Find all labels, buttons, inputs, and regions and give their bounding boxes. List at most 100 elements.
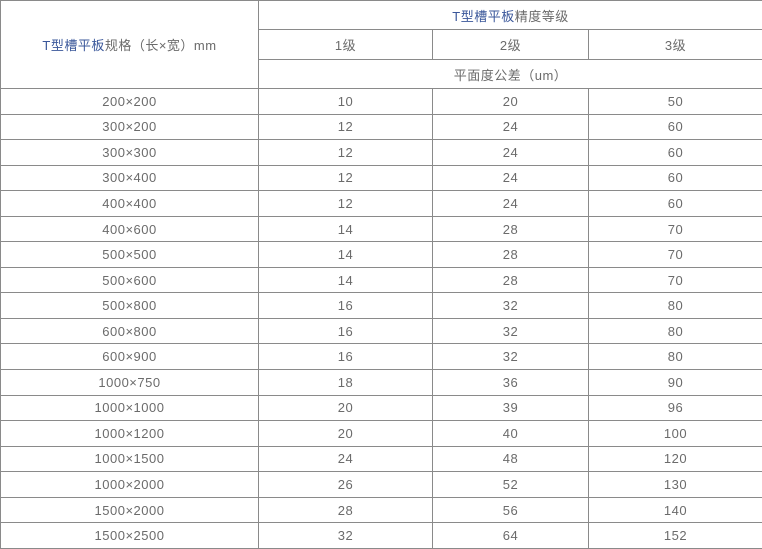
tolerance-value-cell: 28 bbox=[432, 241, 589, 268]
spec-cell: 600×800 bbox=[0, 317, 259, 345]
spec-cell: 1000×750 bbox=[0, 369, 259, 396]
spec-cell: 500×800 bbox=[0, 292, 259, 319]
spec-cell: 400×600 bbox=[0, 215, 259, 243]
tolerance-value-cell: 60 bbox=[588, 164, 762, 192]
tolerance-value-cell: 14 bbox=[258, 241, 433, 268]
tolerance-value-cell: 130 bbox=[588, 471, 762, 498]
table-row: 500×800 16 32 80 bbox=[0, 292, 762, 319]
table-row: 500×600 14 28 70 bbox=[0, 266, 762, 294]
tolerance-value-cell: 20 bbox=[258, 420, 433, 447]
tolerance-value-cell: 18 bbox=[258, 369, 433, 396]
grade-1-header: 1级 bbox=[258, 29, 433, 60]
table-row: 1000×1000 20 39 96 bbox=[0, 394, 762, 422]
tolerance-value-cell: 70 bbox=[588, 241, 762, 268]
tolerance-value-cell: 80 bbox=[588, 317, 762, 345]
tolerance-value-cell: 50 bbox=[588, 88, 762, 115]
tolerance-value-cell: 12 bbox=[258, 190, 433, 217]
tolerance-value-cell: 60 bbox=[588, 139, 762, 166]
tolerance-value-cell: 39 bbox=[432, 394, 589, 422]
spec-cell: 1500×2500 bbox=[0, 522, 259, 549]
tolerance-value-cell: 24 bbox=[432, 113, 589, 141]
tolerance-value-cell: 14 bbox=[258, 215, 433, 243]
grade-3-header: 3级 bbox=[588, 29, 762, 60]
tolerance-value-cell: 26 bbox=[258, 471, 433, 498]
table-row: 600×900 16 32 80 bbox=[0, 343, 762, 371]
tolerance-value-cell: 100 bbox=[588, 420, 762, 447]
table-row: 200×200 10 20 50 bbox=[0, 88, 762, 115]
tolerance-value-cell: 10 bbox=[258, 88, 433, 115]
tolerance-value-cell: 60 bbox=[588, 190, 762, 217]
tolerance-value-cell: 20 bbox=[258, 394, 433, 422]
tolerance-value-cell: 120 bbox=[588, 445, 762, 473]
tolerance-value-cell: 60 bbox=[588, 113, 762, 141]
tolerance-value-cell: 40 bbox=[432, 420, 589, 447]
spec-cell: 300×300 bbox=[0, 139, 259, 166]
table-row: 600×800 16 32 80 bbox=[0, 317, 762, 345]
tolerance-value-cell: 12 bbox=[258, 139, 433, 166]
spec-header-keyword-link[interactable]: T型槽平板 bbox=[42, 38, 105, 53]
tolerance-value-cell: 24 bbox=[432, 190, 589, 217]
tolerance-value-cell: 56 bbox=[432, 496, 589, 524]
tolerance-value-cell: 20 bbox=[432, 88, 589, 115]
tolerance-value-cell: 16 bbox=[258, 292, 433, 319]
spec-cell: 1500×2000 bbox=[0, 496, 259, 524]
table-row: 300×300 12 24 60 bbox=[0, 139, 762, 166]
table-row: 400×600 14 28 70 bbox=[0, 215, 762, 243]
tolerance-value-cell: 32 bbox=[432, 343, 589, 371]
spec-column-header: T型槽平板规格（长×宽）mm bbox=[0, 0, 259, 89]
spec-cell: 1000×2000 bbox=[0, 471, 259, 498]
table-row: 300×200 12 24 60 bbox=[0, 113, 762, 141]
grade-header-rest: 精度等级 bbox=[514, 8, 569, 24]
table-row: 1000×1500 24 48 120 bbox=[0, 445, 762, 473]
tolerance-value-cell: 32 bbox=[432, 292, 589, 319]
tolerance-value-cell: 80 bbox=[588, 343, 762, 371]
tolerance-value-cell: 36 bbox=[432, 369, 589, 396]
tolerance-value-cell: 32 bbox=[258, 522, 433, 549]
spec-header-rest: 规格（长×宽）mm bbox=[104, 38, 217, 53]
tolerance-value-cell: 24 bbox=[432, 139, 589, 166]
header-row-tolerance: 平面度公差（um） bbox=[1, 59, 762, 89]
tolerance-value-cell: 70 bbox=[588, 266, 762, 294]
tolerance-value-cell: 14 bbox=[258, 266, 433, 294]
tolerance-value-cell: 152 bbox=[588, 522, 762, 549]
tolerance-value-cell: 96 bbox=[588, 394, 762, 422]
table-row: 1500×2500 32 64 152 bbox=[0, 522, 762, 549]
tolerance-value-cell: 24 bbox=[258, 445, 433, 473]
tolerance-value-cell: 16 bbox=[258, 343, 433, 371]
table-row: 1000×1200 20 40 100 bbox=[0, 420, 762, 447]
tolerance-value-cell: 52 bbox=[432, 471, 589, 498]
spec-cell: 200×200 bbox=[0, 88, 259, 115]
tolerance-value-cell: 28 bbox=[258, 496, 433, 524]
tolerance-band-header: 平面度公差（um） bbox=[258, 59, 762, 89]
tolerance-value-cell: 90 bbox=[588, 369, 762, 396]
table-row: 400×400 12 24 60 bbox=[0, 190, 762, 217]
tolerance-value-cell: 12 bbox=[258, 164, 433, 192]
header-row-grade-title: T型槽平板规格（长×宽）mm T型槽平板精度等级 bbox=[0, 0, 762, 89]
spec-cell: 600×900 bbox=[0, 343, 259, 371]
tolerance-value-cell: 70 bbox=[588, 215, 762, 243]
tolerance-value-cell: 140 bbox=[588, 496, 762, 524]
spec-cell: 500×500 bbox=[0, 241, 259, 268]
table-row: 300×400 12 24 60 bbox=[0, 164, 762, 192]
spec-cell: 1000×1200 bbox=[0, 420, 259, 447]
spec-cell: 1000×1000 bbox=[0, 394, 259, 422]
header-row-grades: 1级 2级 3级 bbox=[1, 29, 762, 60]
spec-cell: 300×400 bbox=[0, 164, 259, 192]
tolerance-value-cell: 12 bbox=[258, 113, 433, 141]
spec-cell: 400×400 bbox=[0, 190, 259, 217]
table-row: 1500×2000 28 56 140 bbox=[0, 496, 762, 524]
tolerance-value-cell: 80 bbox=[588, 292, 762, 319]
spec-cell: 500×600 bbox=[0, 266, 259, 294]
table-row: 500×500 14 28 70 bbox=[0, 241, 762, 268]
tolerance-value-cell: 32 bbox=[432, 317, 589, 345]
tolerance-value-cell: 28 bbox=[432, 215, 589, 243]
tolerance-value-cell: 48 bbox=[432, 445, 589, 473]
table-row: 1000×2000 26 52 130 bbox=[0, 471, 762, 498]
grade-2-header: 2级 bbox=[432, 29, 589, 60]
tolerance-value-cell: 16 bbox=[258, 317, 433, 345]
tolerance-value-cell: 64 bbox=[432, 522, 589, 549]
grade-header-keyword-link[interactable]: T型槽平板 bbox=[452, 8, 515, 24]
tolerance-value-cell: 24 bbox=[432, 164, 589, 192]
